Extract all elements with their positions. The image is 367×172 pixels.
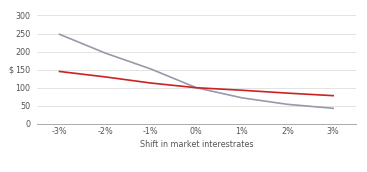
- Share: [57, 70, 62, 72]
- Share: [103, 76, 107, 78]
- Bond: [194, 87, 199, 89]
- Bond: [331, 107, 335, 109]
- Share: [331, 95, 335, 97]
- Share: [149, 82, 153, 84]
- Bond: [240, 97, 244, 99]
- Share: [240, 89, 244, 91]
- Bond: [57, 33, 62, 35]
- Bond: [286, 103, 290, 105]
- Bond: [149, 68, 153, 70]
- X-axis label: Shift in market interestrates: Shift in market interestrates: [139, 140, 253, 149]
- Bond: [103, 52, 107, 54]
- Line: Share: Share: [59, 71, 333, 96]
- Share: [194, 87, 199, 89]
- Line: Bond: Bond: [59, 34, 333, 108]
- Y-axis label: $: $: [8, 65, 14, 74]
- Share: [286, 92, 290, 94]
